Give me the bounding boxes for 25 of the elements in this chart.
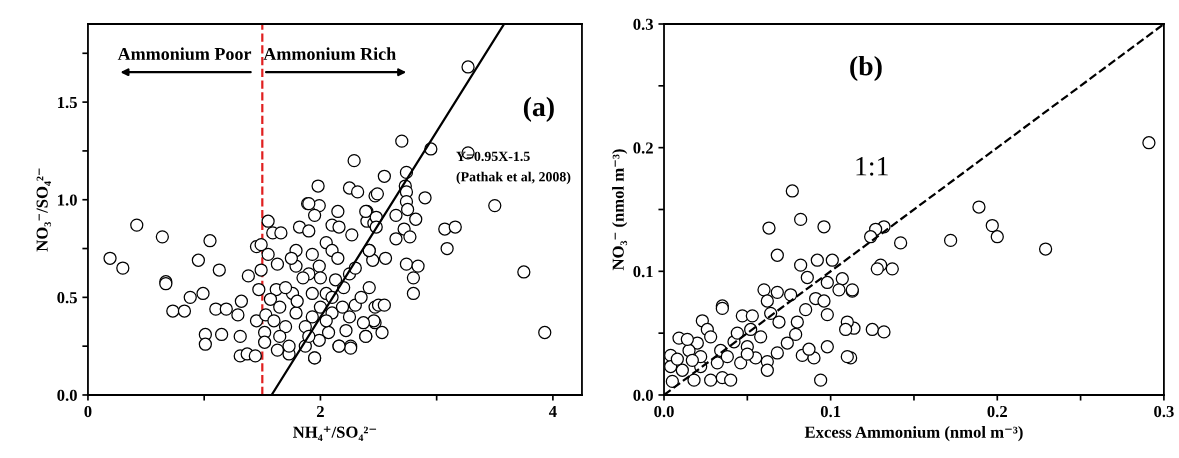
x-tick-label: 0.3 <box>1154 405 1174 418</box>
y-axis-title: NO₃⁻/SO₄²⁻ <box>36 168 52 252</box>
y-tick-label: 1.0 <box>58 194 77 206</box>
y-tick-label: 0.5 <box>57 292 77 304</box>
x-axis-title: NH₄⁺/SO₄²⁻ <box>293 426 377 441</box>
x-tick-label: 4 <box>548 405 557 417</box>
x-tick-label: 2 <box>316 405 324 417</box>
y-axis-title: NO₃⁻ (nmol m⁻³) <box>612 149 628 271</box>
annotation: 1:1 <box>856 157 888 176</box>
y-tick-label: 1.5 <box>58 96 77 109</box>
y-tick-label: 0.0 <box>633 389 653 401</box>
x-tick-label: 0.0 <box>654 405 674 418</box>
annotation: Ammonium Rich <box>263 47 396 61</box>
annotation: Ammonium Poor <box>117 47 252 61</box>
y-tick-label: 0.1 <box>633 266 653 278</box>
y-tick-label: 0.0 <box>57 389 77 401</box>
y-tick-label: 0.2 <box>633 142 653 154</box>
x-tick-label: 0 <box>84 405 92 418</box>
annotation: (b) <box>850 55 882 82</box>
annotation: (Pathak et al, 2008) <box>456 171 571 185</box>
y-tick-label: 0.3 <box>633 18 654 31</box>
annotation: (a) <box>523 96 554 122</box>
x-tick-label: 0.2 <box>987 405 1007 418</box>
x-axis-title: Excess Ammonium (nmol m⁻³) <box>804 426 1023 442</box>
x-tick-label: 0.1 <box>820 405 841 418</box>
